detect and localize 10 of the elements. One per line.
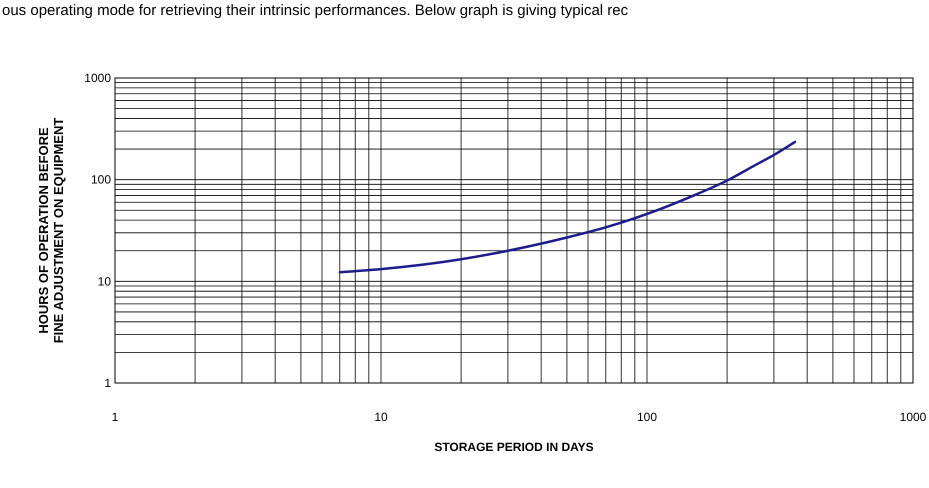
y-tick-label: 1 — [104, 376, 112, 390]
text: ous operating mode for retrieving their intrinsic performances. Below graph is giving typical rec — [2, 2, 629, 19]
y-tick-label: 100 — [90, 172, 112, 187]
x-tick-label: 1000 — [900, 410, 927, 424]
y-tick-label: 10 — [98, 274, 112, 288]
x-tick-label: 100 — [636, 410, 658, 424]
x-tick-label: 10 — [374, 410, 388, 424]
x-axis-title: STORAGE PERIOD IN DAYS — [434, 440, 594, 454]
y-tick-label: 1000 — [84, 71, 112, 85]
y-axis-title: HOURS OF OPERATION BEFORE FINE ADJUSTMENT ON EQUIPMENT — [36, 118, 66, 344]
